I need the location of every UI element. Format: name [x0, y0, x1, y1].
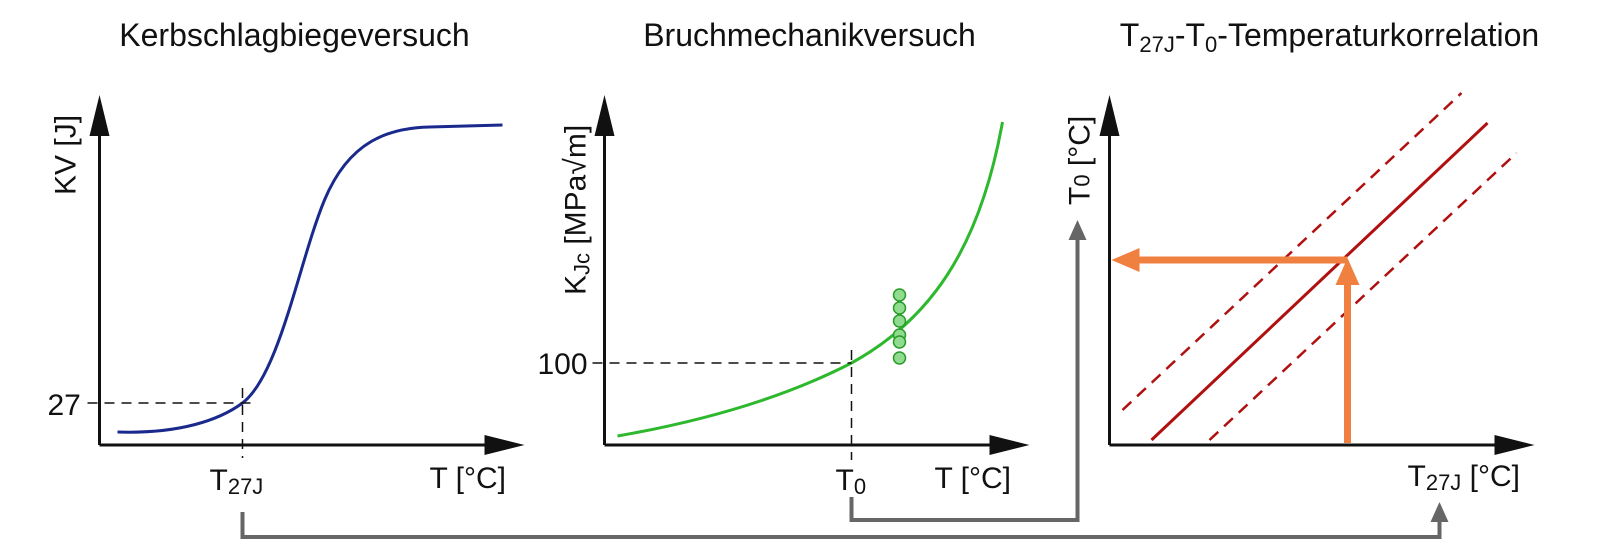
panel-impact: 27 T27J T [°C] KV [J]: [48, 95, 525, 499]
y-axis-label: KJc [MPa√m]: [560, 125, 595, 295]
arrow-head: [1099, 95, 1120, 136]
label-part: T: [210, 464, 228, 497]
label-part: [MPa√m]: [560, 125, 593, 253]
test-points: [892, 288, 907, 365]
x-marker: T0: [836, 464, 867, 499]
label-sub: 0: [1070, 174, 1095, 186]
label-part: [°C]: [1461, 460, 1520, 493]
impact-curve: [117, 123, 503, 434]
scatter-band: [1121, 92, 1463, 411]
panel-correlation: T0 [°C] T27J [°C]: [1064, 92, 1535, 495]
arrow-head: [1494, 435, 1535, 455]
arrow-head: [1430, 502, 1449, 522]
test-point: [892, 351, 907, 365]
title-sub: 27J: [1139, 32, 1174, 57]
x-axis-label: T27J [°C]: [1408, 460, 1520, 495]
arrow-head: [1068, 220, 1087, 240]
arrow-head: [594, 95, 615, 136]
y-axis-label: KV [J]: [50, 115, 83, 195]
title-part: -Temperaturkorrelation: [1217, 17, 1539, 53]
label-part: K: [560, 275, 593, 295]
x-axis-label: T [°C]: [430, 462, 506, 495]
arrow-head: [989, 435, 1030, 455]
fracture-curve: [617, 121, 1004, 438]
label-sub: Jc: [570, 253, 595, 275]
title-part: T: [1120, 17, 1140, 53]
label-sub: 27J: [228, 474, 263, 499]
test-point: [892, 335, 907, 349]
panel-fracture: 100 T0 T [°C] KJc [MPa√m]: [538, 95, 1030, 499]
label-part: [°C]: [1064, 116, 1097, 175]
title-sub: 0: [1205, 32, 1217, 57]
test-point: [892, 301, 907, 315]
label-sub: 0: [854, 474, 866, 499]
y-marker: 100: [538, 348, 588, 381]
panel-title: Bruchmechanikversuch: [643, 17, 976, 53]
test-point: [892, 288, 907, 302]
panel-title: Kerbschlagbiegeversuch: [119, 17, 469, 53]
y-marker: 27: [48, 389, 81, 422]
arrow-head: [1111, 248, 1140, 272]
connector: [240, 512, 1442, 539]
panel-title: T27J-T0-Temperaturkorrelation: [1120, 17, 1539, 57]
label-part: T: [1064, 187, 1097, 205]
arrow-head: [89, 95, 110, 136]
title-part: -T: [1175, 17, 1205, 53]
label-part: T: [1408, 460, 1426, 493]
y-axis-label: T0 [°C]: [1064, 116, 1097, 205]
x-axis-label: T [°C]: [935, 462, 1011, 495]
label-sub: 27J: [1426, 470, 1461, 495]
scatter-band: [1208, 152, 1518, 441]
label-part: T: [836, 464, 854, 497]
correlation-line: [1150, 121, 1489, 442]
connector: [849, 240, 1080, 522]
arrow-head: [1335, 258, 1360, 285]
arrow-head: [484, 435, 525, 455]
x-marker: T27J: [210, 464, 264, 499]
test-point: [892, 314, 907, 328]
